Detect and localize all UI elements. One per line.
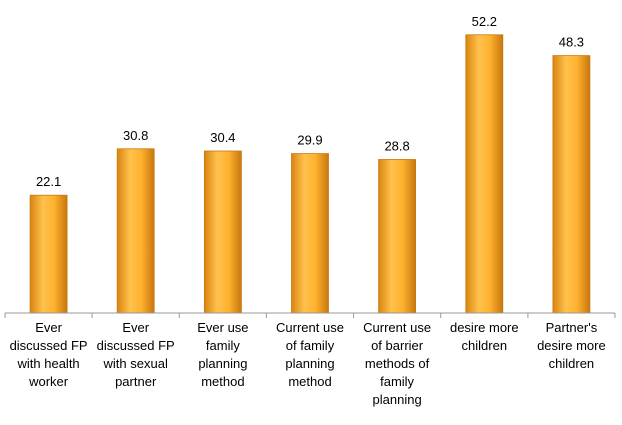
value-label-5: 28.8 <box>384 139 409 154</box>
category-label-line: Current use <box>276 320 344 335</box>
x-axis <box>4 312 616 318</box>
category-label-line: method <box>201 374 245 389</box>
category-label-7: Partner's desire more children <box>528 319 614 373</box>
bar-1 <box>29 194 68 314</box>
category-label-line: planning <box>198 356 248 371</box>
category-label-line: family <box>380 374 415 389</box>
category-label-5: Current use of barrier methods of family pla… <box>354 319 440 409</box>
value-label-6: 52.2 <box>472 14 497 29</box>
bar-5 <box>378 159 417 314</box>
category-label-line: Ever use <box>197 320 249 335</box>
value-label-2: 30.8 <box>123 128 148 143</box>
bar-7 <box>552 55 591 314</box>
category-label-line: Current use <box>363 320 432 335</box>
value-label-4: 29.9 <box>297 133 322 148</box>
category-label-line: of family <box>285 338 335 353</box>
category-label-3: Ever use family planning method <box>180 319 266 391</box>
category-label-line: partner <box>115 374 157 389</box>
value-label-1: 22.1 <box>36 174 61 189</box>
category-label-line: with sexual <box>103 356 168 371</box>
category-label-line: with health <box>17 356 80 371</box>
bar-3 <box>203 150 242 314</box>
category-label-4: Current use of family planning method <box>267 319 353 391</box>
bar-2 <box>116 148 155 314</box>
value-label-3: 30.4 <box>210 130 235 145</box>
category-label-line: methods of <box>364 356 430 371</box>
category-label-2: Ever discussed FP with sexual partner <box>93 319 179 391</box>
category-label-line: family <box>205 338 240 353</box>
category-label-line: children <box>461 338 508 353</box>
category-label-line: children <box>548 356 595 371</box>
value-labels-group: 22.1 30.8 30.4 29.9 28.8 52.2 48.3 <box>36 14 584 189</box>
category-label-6: desire more children <box>441 319 527 355</box>
category-label-line: Partner's <box>545 320 598 335</box>
category-label-line: method <box>288 374 332 389</box>
category-label-line: desire more <box>537 338 606 353</box>
category-label-line: desire more <box>449 320 519 335</box>
category-label-line: discussed FP <box>96 338 175 353</box>
category-label-line: worker <box>29 374 69 389</box>
bars-group <box>29 34 591 314</box>
category-label-line: planning <box>285 356 335 371</box>
category-label-line: discussed FP <box>9 338 88 353</box>
category-label-line: planning <box>372 392 422 407</box>
category-label-line: Ever <box>35 320 62 335</box>
bar-4 <box>291 153 329 314</box>
category-label-line: of barrier <box>371 338 424 353</box>
category-label-1: Ever discussed FP with health worker <box>6 319 92 391</box>
bar-6 <box>465 34 504 314</box>
category-label-line: Ever <box>122 320 150 335</box>
value-label-7: 48.3 <box>559 35 584 50</box>
